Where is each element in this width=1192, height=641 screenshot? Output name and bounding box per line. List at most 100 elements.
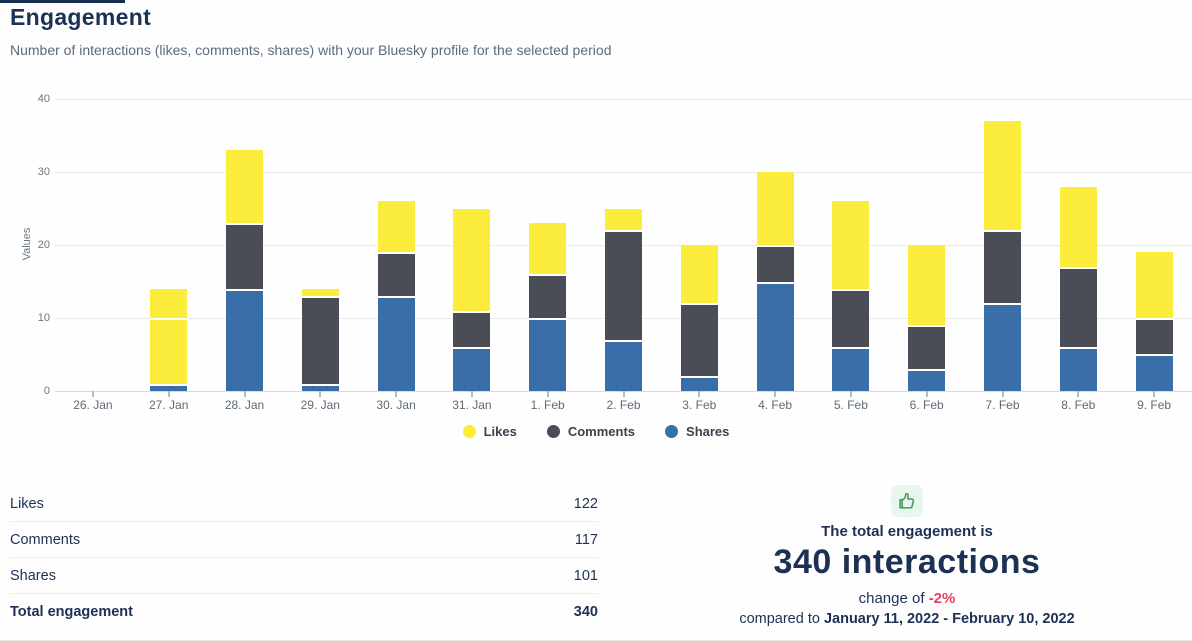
bar-segment-shares[interactable]	[301, 383, 339, 391]
x-axis-label: 28. Jan	[224, 398, 265, 412]
x-tick	[925, 391, 928, 397]
bar-segment-shares[interactable]	[1135, 354, 1173, 391]
x-tick	[470, 391, 473, 397]
bar-31-jan	[453, 208, 491, 392]
y-tick-label: 0	[43, 385, 50, 397]
compare-prefix: compared to	[739, 611, 824, 627]
bar-9-feb	[1135, 252, 1173, 391]
bar-29-jan	[301, 288, 339, 391]
bar-segment-comments[interactable]	[605, 230, 642, 340]
bar-segment-shares[interactable]	[453, 347, 491, 391]
x-axis-label: 31. Jan	[452, 398, 492, 412]
x-axis-label: 5. Feb	[833, 398, 868, 412]
x-tick	[1001, 391, 1004, 397]
bar-27-jan	[150, 288, 188, 391]
bar-segment-likes[interactable]	[529, 223, 567, 275]
bar-segment-likes[interactable]	[984, 120, 1021, 231]
bar-segment-comments[interactable]	[453, 310, 491, 348]
bar-segment-comments[interactable]	[301, 296, 339, 384]
change-line: change of -2%	[660, 590, 1154, 607]
page-subtitle: Number of interactions (likes, comments,…	[10, 42, 612, 58]
x-tick	[546, 391, 549, 397]
bar-segment-likes[interactable]	[150, 288, 188, 318]
bar-segment-comments[interactable]	[377, 252, 415, 297]
top-progress-bar	[0, 0, 125, 3]
bar-segment-likes[interactable]	[680, 245, 718, 304]
bar-segment-likes[interactable]	[1135, 252, 1173, 318]
y-axis-title: Values	[21, 227, 33, 261]
compare-line: compared to January 11, 2022 - February …	[660, 611, 1154, 627]
y-tick-label: 10	[37, 312, 50, 324]
table-row-comments: Comments 117	[10, 522, 598, 558]
x-axis-label: 6. Feb	[909, 398, 944, 412]
x-tick	[849, 391, 852, 397]
bar-segment-comments[interactable]	[832, 288, 870, 348]
page-title: Engagement	[10, 4, 152, 30]
y-tick-label: 20	[37, 239, 50, 251]
bar-segment-shares[interactable]	[756, 281, 794, 391]
x-tick	[395, 391, 398, 397]
bar-segment-shares[interactable]	[680, 376, 718, 391]
bar-segment-comments[interactable]	[984, 230, 1021, 304]
x-axis-label: 9. Feb	[1137, 398, 1172, 412]
legend-item-comments[interactable]: Comments	[546, 424, 635, 439]
bar-segment-shares[interactable]	[377, 296, 415, 391]
bar-segment-comments[interactable]	[908, 325, 946, 370]
x-axis-label: 27. Jan	[149, 398, 189, 412]
bar-segment-likes[interactable]	[832, 201, 870, 289]
change-prefix: change of	[858, 590, 929, 607]
bar-segment-comments[interactable]	[680, 303, 718, 377]
x-tick	[622, 391, 625, 397]
bar-6-feb	[908, 245, 946, 391]
x-axis-label: 7. Feb	[985, 398, 1020, 412]
bar-segment-comments[interactable]	[756, 245, 794, 282]
bar-segment-comments[interactable]	[529, 274, 567, 318]
bar-segment-likes[interactable]	[377, 201, 415, 253]
row-value: 340	[573, 603, 598, 620]
chart-legend: Likes Comments Shares	[0, 424, 1192, 439]
bar-segment-comments[interactable]	[150, 317, 188, 384]
x-axis-label: 4. Feb	[758, 398, 793, 412]
bar-28-jan	[226, 150, 263, 391]
gridline-40	[55, 99, 1192, 100]
x-tick	[1077, 391, 1080, 397]
bar-segment-shares[interactable]	[984, 303, 1021, 391]
bar-segment-likes[interactable]	[1059, 186, 1097, 267]
bar-segment-likes[interactable]	[226, 150, 263, 224]
bar-segment-shares[interactable]	[1059, 347, 1097, 391]
bar-segment-shares[interactable]	[908, 369, 946, 391]
bar-segment-likes[interactable]	[301, 288, 339, 297]
row-label: Shares	[10, 567, 56, 584]
bar-8-feb	[1059, 186, 1097, 391]
bar-segment-shares[interactable]	[605, 339, 642, 391]
bar-7-feb	[984, 120, 1021, 391]
x-tick	[167, 391, 170, 397]
table-row-likes: Likes 122	[10, 486, 598, 522]
bar-segment-likes[interactable]	[756, 172, 794, 245]
bar-segment-shares[interactable]	[832, 347, 870, 391]
legend-item-shares[interactable]: Shares	[665, 424, 729, 439]
legend-item-likes[interactable]: Likes	[462, 424, 517, 439]
x-axis-label: 2. Feb	[606, 398, 641, 412]
x-axis-label: 8. Feb	[1061, 398, 1096, 412]
x-tick	[774, 391, 777, 397]
bar-segment-shares[interactable]	[529, 317, 567, 391]
bar-segment-likes[interactable]	[605, 208, 642, 231]
compare-range: January 11, 2022 - February 10, 2022	[823, 611, 1075, 627]
row-value: 122	[573, 495, 598, 512]
bar-segment-likes[interactable]	[908, 245, 946, 326]
summary-table: Likes 122 Comments 117 Shares 101 Total …	[10, 486, 598, 629]
bar-segment-shares[interactable]	[150, 383, 188, 391]
bar-segment-comments[interactable]	[1135, 317, 1173, 355]
bar-1-feb	[529, 223, 567, 391]
bar-5-feb	[832, 201, 870, 391]
bar-segment-comments[interactable]	[226, 223, 263, 289]
y-tick-label: 40	[37, 93, 50, 105]
x-tick	[319, 391, 322, 397]
x-tick	[698, 391, 701, 397]
bar-segment-likes[interactable]	[453, 208, 491, 311]
bar-segment-comments[interactable]	[1059, 266, 1097, 348]
x-tick	[1153, 391, 1156, 397]
bar-segment-shares[interactable]	[226, 288, 263, 391]
